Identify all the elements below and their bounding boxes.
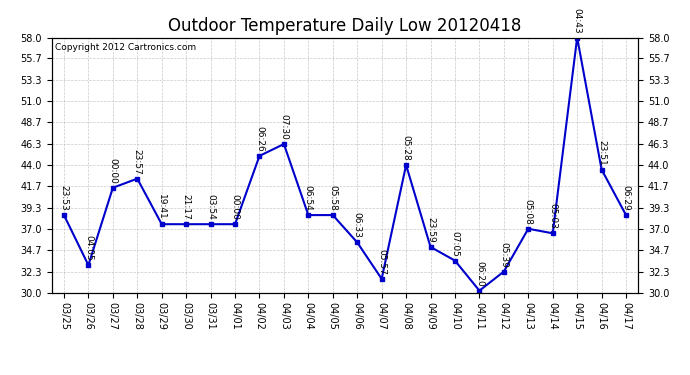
- Text: 07:05: 07:05: [451, 231, 460, 256]
- Text: Copyright 2012 Cartronics.com: Copyright 2012 Cartronics.com: [55, 43, 196, 52]
- Text: 07:30: 07:30: [279, 114, 288, 140]
- Text: 00:00: 00:00: [108, 158, 117, 184]
- Text: 06:29: 06:29: [622, 185, 631, 211]
- Text: 06:33: 06:33: [353, 212, 362, 238]
- Text: 21:17: 21:17: [181, 194, 190, 220]
- Text: 23:57: 23:57: [132, 149, 141, 174]
- Text: 06:54: 06:54: [304, 185, 313, 211]
- Text: 05:28: 05:28: [402, 135, 411, 161]
- Text: 04:43: 04:43: [573, 8, 582, 33]
- Text: 03:54: 03:54: [206, 194, 215, 220]
- Text: 05:57: 05:57: [377, 249, 386, 274]
- Title: Outdoor Temperature Daily Low 20120418: Outdoor Temperature Daily Low 20120418: [168, 16, 522, 34]
- Text: 05:03: 05:03: [549, 203, 558, 229]
- Text: 06:20: 06:20: [475, 261, 484, 286]
- Text: 23:59: 23:59: [426, 217, 435, 243]
- Text: 05:08: 05:08: [524, 199, 533, 225]
- Text: 05:58: 05:58: [328, 185, 337, 211]
- Text: 06:26: 06:26: [255, 126, 264, 152]
- Text: 05:39: 05:39: [500, 242, 509, 267]
- Text: 23:51: 23:51: [597, 140, 606, 165]
- Text: 00:00: 00:00: [230, 194, 239, 220]
- Text: 04:05: 04:05: [84, 235, 93, 261]
- Text: 23:53: 23:53: [59, 185, 68, 211]
- Text: 19:41: 19:41: [157, 194, 166, 220]
